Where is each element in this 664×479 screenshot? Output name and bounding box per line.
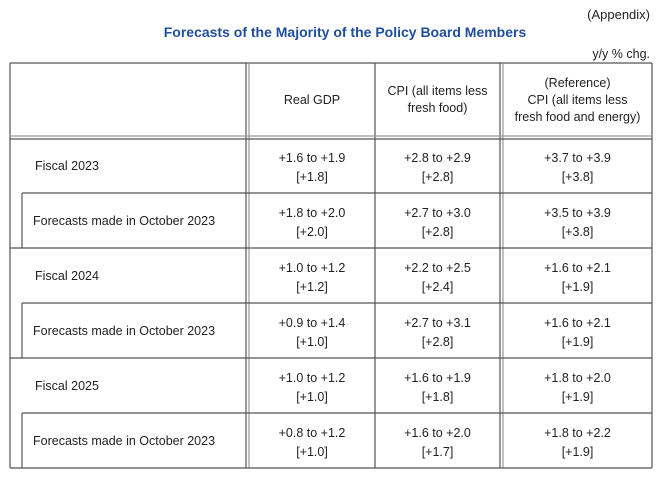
median: [+1.0] [296, 335, 328, 349]
column-header: Real GDP [283, 92, 341, 107]
row-label: Fiscal 2025 [35, 379, 99, 393]
range: +2.2 to +2.5 [404, 261, 471, 275]
median: [+1.9] [561, 280, 594, 294]
median: [+1.9] [561, 390, 594, 404]
range: +1.0 to +1.2 [278, 261, 346, 275]
range: +2.7 to +3.1 [404, 316, 471, 330]
median: [+1.0] [296, 390, 328, 404]
row-label: Forecasts made in October 2023 [33, 214, 216, 228]
row-label: Forecasts made in October 2023 [33, 324, 216, 338]
range: +2.8 to +2.9 [404, 151, 471, 165]
range: +0.8 to +1.2 [278, 426, 346, 440]
median: [+1.7] [421, 445, 454, 459]
range: +3.7 to +3.9 [544, 151, 611, 165]
range: +1.0 to +1.2 [278, 371, 346, 385]
median: [+2.0] [296, 225, 328, 239]
median: [+2.8] [421, 170, 454, 184]
median: [+1.0] [296, 445, 328, 459]
range: +1.6 to +2.1 [544, 316, 611, 330]
range: +1.8 to +2.2 [544, 426, 611, 440]
row-label: Fiscal 2024 [35, 269, 99, 283]
range: +3.5 to +3.9 [544, 206, 611, 220]
title: Forecasts of the Majority of the Policy … [163, 24, 527, 40]
median: [+3.8] [561, 225, 594, 239]
median: [+1.8] [421, 390, 454, 404]
range: +0.9 to +1.4 [278, 316, 346, 330]
range: +2.7 to +3.0 [404, 206, 471, 220]
column-header: CPI (all items less fresh food) [387, 84, 488, 115]
range: +1.8 to +2.0 [278, 206, 346, 220]
range: +1.6 to +2.0 [404, 426, 471, 440]
median: [+1.8] [296, 170, 328, 184]
median: [+1.9] [561, 335, 594, 349]
range: +1.8 to +2.0 [544, 371, 611, 385]
range: +1.6 to +1.9 [404, 371, 471, 385]
unit: y/y % chg. [592, 47, 650, 61]
row-label: Forecasts made in October 2023 [33, 434, 216, 448]
median: [+1.2] [296, 280, 328, 294]
median: [+2.4] [421, 280, 454, 294]
range: +1.6 to +1.9 [278, 151, 346, 165]
column-header: (Reference) CPI (all items less fresh fo… [514, 75, 641, 124]
median: [+1.9] [561, 445, 594, 459]
appendix: (Appendix) [587, 7, 650, 22]
median: [+2.8] [421, 335, 454, 349]
row-label: Fiscal 2023 [35, 159, 99, 173]
range: +1.6 to +2.1 [544, 261, 611, 275]
median: [+3.8] [561, 170, 594, 184]
median: [+2.8] [421, 225, 454, 239]
